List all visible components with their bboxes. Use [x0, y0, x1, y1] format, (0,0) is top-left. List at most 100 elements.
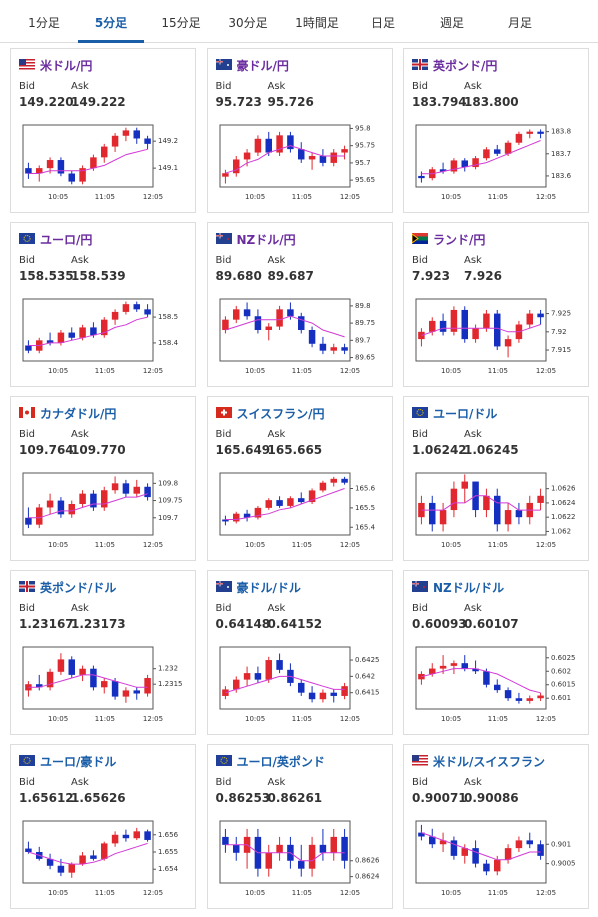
- candle-body: [439, 510, 447, 525]
- tab[interactable]: 15分足: [161, 16, 201, 30]
- candle-body: [461, 309, 468, 340]
- moving-average: [28, 674, 148, 688]
- pair-name[interactable]: スイスフラン/円: [236, 407, 325, 421]
- tab[interactable]: 日足: [370, 16, 396, 30]
- bid-value: 95.723: [215, 95, 262, 109]
- candle-body: [265, 500, 272, 508]
- candle-body: [265, 138, 272, 153]
- candle-body: [57, 659, 65, 672]
- y-tick-label: 165.6: [355, 485, 376, 493]
- candle-body: [25, 345, 32, 351]
- candle-body: [111, 483, 119, 491]
- mini-chart: 0.8626 0.8624 10:05 11:05 12:05: [219, 820, 380, 897]
- x-tick-label: 11:05: [488, 367, 508, 375]
- currency-card[interactable]: ユーロ/ドル Bid Ask 1.06242 1.06245 1.0626 1.0624 1.…: [403, 396, 589, 561]
- pair-name[interactable]: ユーロ/円: [40, 233, 93, 247]
- x-tick-label: 10:05: [48, 541, 68, 549]
- flag-icon: [412, 755, 428, 766]
- currency-card[interactable]: 豪ドル/円 Bid Ask 95.723 95.726 95.8 95.75 95.7 95.6…: [206, 48, 393, 213]
- pair-name[interactable]: 豪ドル/ドル: [236, 581, 301, 595]
- moving-average: [224, 675, 345, 694]
- currency-card[interactable]: NZドル/円 Bid Ask 89.680 89.687 89.8 89.75 89.7 89.…: [206, 222, 393, 387]
- mini-chart: 183.8 183.7 183.6 10:05 11:05 12:05: [415, 124, 572, 201]
- candle-body: [57, 160, 65, 174]
- pair-name[interactable]: 豪ドル/円: [236, 59, 289, 73]
- candle-body: [418, 175, 425, 179]
- flag-part: [226, 64, 229, 66]
- pair-name[interactable]: ユーロ/ドル: [433, 407, 498, 421]
- ask-label: Ask: [71, 603, 89, 614]
- currency-card[interactable]: NZドル/ドル Bid Ask 0.60093 0.60107 0.6025 0.602 0.…: [403, 570, 589, 735]
- moving-average: [421, 832, 541, 861]
- flag-icon: [215, 407, 232, 418]
- pair-name[interactable]: カナダドル/円: [40, 407, 117, 421]
- flag-part: [215, 755, 232, 766]
- ask-label: Ask: [267, 255, 286, 266]
- plot-frame: [22, 646, 154, 710]
- x-tick-label: 11:05: [291, 367, 311, 375]
- pair-name[interactable]: ユーロ/英ポンド: [236, 755, 325, 769]
- pair-name[interactable]: 米ドル/円: [40, 59, 93, 73]
- candle-body: [144, 486, 151, 498]
- currency-card[interactable]: ユーロ/英ポンド Bid Ask 0.86253 0.86261 0.8626 0.8624…: [206, 744, 393, 909]
- bid-value: 0.90071: [412, 791, 467, 805]
- flag-part: [416, 409, 424, 416]
- candle-body: [90, 855, 97, 859]
- candle-body: [90, 157, 97, 169]
- currency-card[interactable]: 豪ドル/ドル Bid Ask 0.64148 0.64152 0.6425 0.642 0.6…: [206, 570, 393, 735]
- currency-card[interactable]: 英ポンド/円 Bid Ask 183.794 183.800 183.8 183.7 183.…: [403, 48, 589, 213]
- candle-body: [494, 859, 501, 872]
- candle-body: [144, 678, 151, 694]
- currency-card[interactable]: 英ポンド/ドル Bid Ask 1.23167 1.23173 1.232 1.2315 10…: [10, 570, 196, 735]
- currency-card[interactable]: ユーロ/豪ドル Bid Ask 1.65612 1.65626 1.656 1.655 1.6…: [10, 744, 196, 909]
- bid-label: Bid: [215, 429, 232, 440]
- mini-chart: 7.925 7.92 7.915 10:05 11:05 12:05: [415, 298, 571, 375]
- candle-body: [515, 133, 523, 143]
- candle-body: [133, 304, 140, 310]
- pair-name[interactable]: 英ポンド/ドル: [40, 581, 117, 595]
- currency-card[interactable]: カナダドル/円 Bid Ask 109.764 109.770 109.8 109.75 10…: [10, 396, 196, 561]
- candle-body: [254, 507, 261, 518]
- mini-chart: 95.8 95.75 95.7 95.65 10:05 11:05 12:05: [219, 124, 375, 201]
- tab[interactable]: 1分足: [28, 16, 60, 30]
- tab[interactable]: 1時間足: [295, 16, 339, 30]
- tab[interactable]: 5分足: [94, 16, 128, 30]
- ask-label: Ask: [464, 81, 482, 92]
- candle-body: [68, 332, 75, 338]
- ask-value: 109.770: [71, 443, 126, 457]
- pair-name[interactable]: 米ドル/スイスフラン: [433, 755, 546, 769]
- pair-name[interactable]: 英ポンド/円: [433, 59, 498, 73]
- candle-body: [57, 500, 65, 515]
- pair-name[interactable]: ランド/円: [433, 233, 486, 247]
- flag-part: [412, 233, 428, 244]
- ask-label: Ask: [267, 81, 286, 92]
- pair-name[interactable]: NZドル/円: [236, 233, 296, 247]
- candle-body: [221, 173, 229, 177]
- currency-card[interactable]: ユーロ/円 Bid Ask 158.535 158.539 158.5 158.4 10:05…: [10, 222, 196, 387]
- flag-part: [19, 407, 23, 418]
- tab[interactable]: 月足: [507, 16, 533, 30]
- candle-body: [101, 843, 108, 859]
- currency-card[interactable]: 米ドル/円 Bid Ask 149.220 149.222 149.2 149.1 10:05…: [10, 48, 196, 213]
- candle-body: [133, 831, 140, 839]
- y-tick-label: 0.601: [551, 694, 571, 702]
- moving-average: [28, 148, 148, 174]
- currency-card[interactable]: スイスフラン/円 Bid Ask 165.649 165.665 165.6 165.5 16…: [206, 396, 393, 561]
- candle-body: [429, 320, 436, 332]
- candle-body: [275, 309, 283, 327]
- tab[interactable]: 30分足: [228, 16, 268, 30]
- pair-name[interactable]: NZドル/ドル: [433, 581, 505, 595]
- mini-chart: 149.2 149.1 10:05 11:05 12:05: [22, 124, 178, 201]
- candle-body: [537, 131, 544, 134]
- y-tick-label: 1.062: [551, 527, 571, 535]
- y-tick-label: 95.65: [355, 176, 375, 184]
- x-tick-label: 10:05: [441, 889, 461, 897]
- plot-frame: [219, 298, 350, 362]
- currency-card[interactable]: ランド/円 Bid Ask 7.923 7.926 7.925 7.92 7.915 10:05…: [403, 222, 589, 387]
- currency-card[interactable]: 米ドル/スイスフラン Bid Ask 0.90071 0.90086 0.901 0.900…: [403, 744, 589, 909]
- pair-name[interactable]: ユーロ/豪ドル: [40, 755, 117, 769]
- candle-body: [46, 340, 54, 343]
- ask-label: Ask: [267, 777, 286, 788]
- tab[interactable]: 週足: [439, 16, 465, 30]
